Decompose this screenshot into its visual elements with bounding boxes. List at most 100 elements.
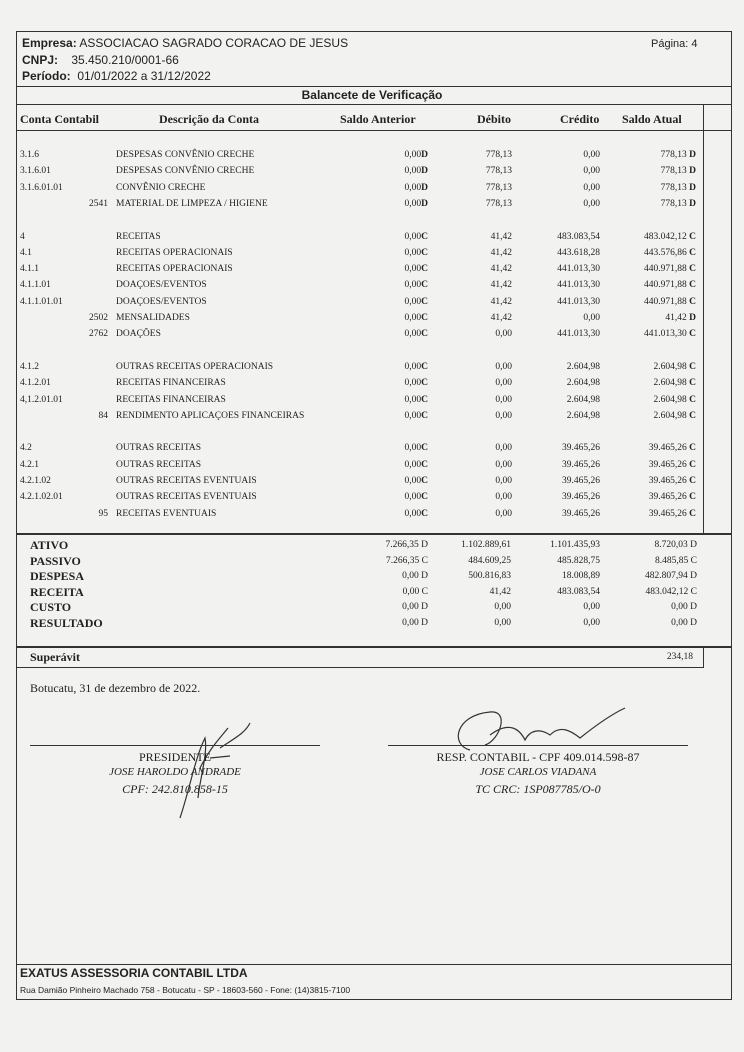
debito: 0,00 [495, 443, 512, 454]
debito: 0,00 [495, 508, 512, 519]
credito: 441.013,30 [557, 296, 600, 307]
credito: 39.465,26 [562, 443, 600, 454]
saldo-anterior: 0,00C [405, 297, 429, 307]
saldo-anterior-dc: D [421, 182, 428, 193]
saldo-anterior-value: 0,00 [404, 264, 422, 275]
debito: 41,42 [490, 264, 512, 275]
debito: 0,00 [495, 410, 512, 421]
saldo-atual: 41,42 D [665, 313, 696, 323]
saldo-anterior: 0,00C [405, 313, 429, 323]
summary-row: CUSTO 0,00 D 0,00 0,00 0,00 D [0, 600, 744, 617]
saldo-anterior: 0,00C [405, 280, 429, 290]
saldo-atual-value: 441.013,30 [644, 329, 687, 340]
signature-right-role: RESP. CONTABIL - CPF 409.014.598-87 [436, 750, 640, 764]
divider [16, 533, 732, 535]
summary-debito: 484.609,25 [468, 555, 511, 566]
saldo-anterior-dc: C [421, 459, 428, 470]
saldo-anterior-dc: C [421, 394, 428, 405]
cnpj-label: CNPJ: [22, 53, 59, 67]
account-description: MENSALIDADES [116, 313, 190, 323]
saldo-atual-dc: C [689, 410, 696, 421]
table-row: 3.1.6 DESPESAS CONVÊNIO CRECHE 0,00D 778,13… [0, 150, 744, 166]
account-description: RECEITAS FINANCEIRAS [116, 394, 226, 405]
saldo-atual-value: 483.042,12 [644, 231, 687, 242]
summary-row: RECEITA 0,00 C 41,42 483.083,54 483.042,12 C [0, 584, 744, 602]
saldo-anterior-value: 0,00 [404, 508, 422, 519]
saldo-anterior-dc: C [421, 247, 428, 258]
credito: 0,00 [583, 198, 600, 209]
saldo-atual-value: 39.465,26 [648, 476, 687, 486]
empresa-label: Empresa: [22, 36, 77, 50]
saldo-anterior: 0,00C [405, 232, 429, 242]
table-row: 3.1.6.01.01 CONVÊNIO CRECHE 0,00D 778,13 0,0… [0, 183, 744, 199]
saldo-anterior-value: 0,00 [404, 492, 422, 503]
saldo-anterior-dc: C [421, 476, 428, 486]
credito: 441.013,30 [557, 329, 600, 340]
account-number: 4.1.1.01 [20, 280, 51, 291]
credito: 2.604,98 [566, 410, 600, 421]
saldo-anterior-value: 0,00 [404, 198, 422, 209]
table-row: 4.1.2 OUTRAS RECEITAS OPERACIONAIS 0,00C 0,… [0, 362, 744, 378]
credito: 441.013,30 [557, 280, 600, 291]
result-value: 234,18 [666, 652, 693, 662]
saldo-atual: 2.604,98 C [654, 411, 697, 421]
signature-left-name: JOSE HAROLDO ANDRADE [109, 766, 241, 778]
table-row: 95 RECEITAS EVENTUAIS 0,00C 0,00 39.465,26 39… [0, 509, 744, 525]
saldo-atual-dc: D [689, 150, 696, 160]
credito: 0,00 [583, 150, 600, 160]
saldo-atual-dc: C [689, 492, 696, 503]
summary-label: RECEITA [30, 584, 84, 599]
saldo-anterior-value: 0,00 [404, 280, 422, 291]
saldo-anterior: 0,00D [405, 183, 429, 193]
account-number: 4.1 [20, 247, 32, 258]
saldo-anterior: 0,00D [405, 150, 429, 160]
saldo-anterior: 0,00C [405, 248, 429, 258]
debito: 41,42 [490, 280, 512, 291]
account-number: 4.2.1 [20, 459, 39, 470]
saldo-anterior-value: 0,00 [404, 182, 422, 193]
table-row: 4.1.1.01 DOAÇOES/EVENTOS 0,00C 41,42 441.013… [0, 280, 744, 296]
summary-saldo-atual: 8.720,03 D [654, 540, 698, 550]
saldo-atual: 440.971,88 C [644, 280, 696, 290]
account-description: RENDIMENTO APLICAÇOES FINANCEIRAS [116, 410, 305, 421]
saldo-anterior-value: 0,00 [404, 378, 422, 389]
saldo-atual-dc: C [689, 378, 696, 389]
credito: 39.465,26 [562, 492, 600, 503]
saldo-anterior-dc: C [421, 378, 428, 389]
saldo-atual-value: 39.465,26 [648, 508, 687, 519]
saldo-atual-dc: C [689, 247, 696, 258]
table-row: 4.1.1.01.01 DOAÇOES/EVENTOS 0,00C 41,42 441.… [0, 297, 744, 313]
account-number: 4.1.2.01 [20, 378, 51, 389]
debito: 0,00 [495, 476, 512, 486]
saldo-atual: 778,13 D [661, 150, 696, 160]
saldo-atual: 443.576,86 C [644, 248, 696, 258]
summary-saldo-atual: 0,00 D [671, 602, 697, 612]
debito: 0,00 [495, 329, 512, 340]
periodo-value: 01/01/2022 a 31/12/2022 [77, 69, 211, 83]
saldo-anterior-dc: C [421, 296, 428, 307]
saldo-anterior: 0,00C [405, 378, 429, 388]
saldo-atual: 2.604,98 C [654, 362, 697, 372]
credito: 2.604,98 [566, 378, 600, 389]
saldo-anterior: 0,00C [405, 395, 429, 405]
signature-left-doc: CPF: 242.810.858-15 [122, 782, 228, 796]
saldo-anterior-dc: D [421, 166, 428, 177]
saldo-anterior: 0,00C [405, 329, 429, 339]
summary-saldo-atual: 483.042,12 C [645, 586, 697, 597]
empresa-line: Empresa: ASSOCIACAO SAGRADO CORACAO DE J… [22, 36, 348, 50]
account-description: OUTRAS RECEITAS [116, 459, 202, 470]
page-frame [16, 31, 732, 1000]
account-description: RECEITAS OPERACIONAIS [116, 247, 233, 258]
signature-left-image [179, 722, 251, 819]
saldo-anterior-value: 0,00 [404, 166, 422, 177]
divider [16, 104, 732, 105]
saldo-atual-dc: C [689, 459, 696, 470]
saldo-anterior-dc: C [421, 264, 428, 275]
summary-debito: 0,00 [494, 602, 511, 612]
saldo-atual-value: 440.971,88 [644, 280, 687, 291]
saldo-atual-dc: D [689, 198, 696, 209]
debito: 778,13 [485, 182, 512, 193]
divider [16, 646, 732, 648]
table-row: 4.1.1 RECEITAS OPERACIONAIS 0,00C 41,42 441.… [0, 264, 744, 280]
